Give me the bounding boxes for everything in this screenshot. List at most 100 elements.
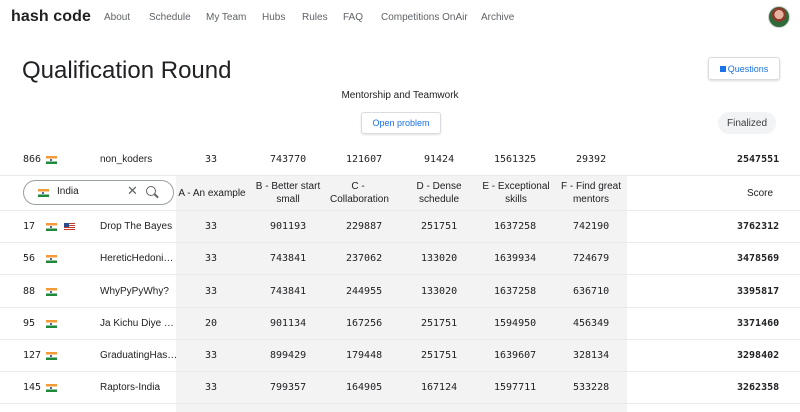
score-f: 456349 bbox=[573, 318, 610, 329]
nav-faq[interactable]: FAQ bbox=[343, 12, 364, 23]
row-divider bbox=[0, 371, 800, 372]
total-score: 3262358 bbox=[737, 382, 780, 393]
row-rank: 88 bbox=[23, 286, 36, 297]
score-columns-background bbox=[176, 176, 627, 412]
questions-button[interactable]: Questions bbox=[708, 57, 780, 80]
score-c: 229887 bbox=[346, 221, 383, 232]
score-a: 33 bbox=[205, 350, 218, 361]
score-f: 742190 bbox=[573, 221, 610, 232]
team-name[interactable]: HereticHedoni… bbox=[100, 253, 174, 264]
score-e: 1639607 bbox=[494, 350, 537, 361]
score-e: 1639934 bbox=[494, 253, 537, 264]
hashcode-logo[interactable]: hash code bbox=[11, 8, 92, 25]
row-rank: 17 bbox=[23, 221, 36, 232]
india-flag-icon bbox=[46, 288, 57, 296]
nav-competitions-onair[interactable]: Competitions OnAir bbox=[381, 12, 468, 23]
score-b: 799357 bbox=[270, 382, 307, 393]
row-divider bbox=[0, 403, 800, 404]
row-divider bbox=[0, 242, 800, 243]
score-a: 20 bbox=[205, 318, 218, 329]
score-c: 244955 bbox=[346, 286, 383, 297]
score-d: 133020 bbox=[421, 286, 458, 297]
own-team-total: 2547551 bbox=[737, 154, 780, 165]
nav-about[interactable]: About bbox=[104, 12, 131, 23]
score-f: 533228 bbox=[573, 382, 610, 393]
country-filter-value: India bbox=[57, 186, 79, 197]
problem-subtitle: Mentorship and Teamwork bbox=[341, 90, 459, 101]
own-team-name: non_koders bbox=[100, 154, 153, 165]
top-nav: hash code About Schedule My Team Hubs Ru… bbox=[0, 0, 800, 38]
questions-label: Questions bbox=[727, 63, 769, 74]
column-header-f[interactable]: F - Find great mentors bbox=[560, 181, 622, 205]
score-f: 724679 bbox=[573, 253, 610, 264]
total-score: 3762312 bbox=[737, 221, 780, 232]
total-score: 3298402 bbox=[737, 350, 780, 361]
own-team-rank: 866 bbox=[23, 154, 42, 165]
team-name[interactable]: Raptors-India bbox=[100, 382, 161, 393]
open-problem-button[interactable]: Open problem bbox=[361, 112, 441, 134]
score-d: 251751 bbox=[421, 221, 458, 232]
own-score-d: 91424 bbox=[424, 154, 455, 165]
score-e: 1637258 bbox=[494, 221, 537, 232]
score-d: 133020 bbox=[421, 253, 458, 264]
nav-hubs[interactable]: Hubs bbox=[262, 12, 286, 23]
row-divider bbox=[0, 274, 800, 275]
team-name[interactable]: Ja Kichu Diye … bbox=[100, 318, 174, 329]
score-d: 251751 bbox=[421, 318, 458, 329]
total-score: 3478569 bbox=[737, 253, 780, 264]
score-b: 901134 bbox=[270, 318, 307, 329]
score-d: 167124 bbox=[421, 382, 458, 393]
row-rank: 56 bbox=[23, 253, 36, 264]
row-divider bbox=[0, 339, 800, 340]
nav-rules[interactable]: Rules bbox=[302, 12, 328, 23]
own-score-f: 29392 bbox=[576, 154, 607, 165]
page-title: Qualification Round bbox=[22, 57, 232, 84]
row-rank: 95 bbox=[23, 318, 36, 329]
india-flag-icon bbox=[46, 223, 57, 231]
score-e: 1597711 bbox=[494, 382, 537, 393]
own-score-a: 33 bbox=[205, 154, 218, 165]
score-c: 179448 bbox=[346, 350, 383, 361]
score-b: 743841 bbox=[270, 286, 307, 297]
row-divider bbox=[0, 175, 800, 176]
user-avatar[interactable] bbox=[768, 6, 790, 28]
nav-my-team[interactable]: My Team bbox=[206, 12, 247, 23]
nav-archive[interactable]: Archive bbox=[481, 12, 515, 23]
row-rank: 127 bbox=[23, 350, 42, 361]
india-flag-icon bbox=[46, 156, 57, 164]
score-b: 743841 bbox=[270, 253, 307, 264]
score-c: 237062 bbox=[346, 253, 383, 264]
own-score-b: 743770 bbox=[270, 154, 307, 165]
total-score: 3371460 bbox=[737, 318, 780, 329]
score-a: 33 bbox=[205, 382, 218, 393]
score-c: 164905 bbox=[346, 382, 383, 393]
score-b: 899429 bbox=[270, 350, 307, 361]
row-divider bbox=[0, 307, 800, 308]
score-a: 33 bbox=[205, 286, 218, 297]
score-e: 1637258 bbox=[494, 286, 537, 297]
score-b: 901193 bbox=[270, 221, 307, 232]
total-score: 3395817 bbox=[737, 286, 780, 297]
score-d: 251751 bbox=[421, 350, 458, 361]
questions-icon bbox=[719, 65, 726, 72]
row-divider bbox=[0, 210, 800, 211]
column-header-d[interactable]: D - Dense schedule bbox=[416, 181, 462, 205]
team-name[interactable]: Drop The Bayes bbox=[100, 221, 173, 232]
column-header-b[interactable]: B - Better start small bbox=[255, 181, 321, 205]
usa-flag-icon bbox=[64, 223, 75, 231]
score-c: 167256 bbox=[346, 318, 383, 329]
column-header-score[interactable]: Score bbox=[746, 188, 774, 199]
clear-icon[interactable]: ✕ bbox=[127, 183, 138, 198]
own-score-c: 121607 bbox=[346, 154, 383, 165]
india-flag-icon bbox=[38, 189, 49, 197]
team-name[interactable]: GraduatingHas… bbox=[100, 350, 178, 361]
own-score-e: 1561325 bbox=[494, 154, 537, 165]
column-header-c[interactable]: C - Collaboration bbox=[330, 181, 389, 205]
column-header-a[interactable]: A - An example bbox=[178, 188, 246, 199]
score-f: 328134 bbox=[573, 350, 610, 361]
search-icon[interactable] bbox=[146, 186, 156, 196]
nav-schedule[interactable]: Schedule bbox=[149, 12, 191, 23]
score-a: 33 bbox=[205, 221, 218, 232]
column-header-e[interactable]: E - Exceptional skills bbox=[482, 181, 550, 205]
team-name[interactable]: WhyPyPyWhy? bbox=[100, 286, 169, 297]
